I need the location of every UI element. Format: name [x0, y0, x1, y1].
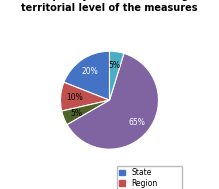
Title: % frequency of the future target
territorial level of the measures: % frequency of the future target territo…	[19, 0, 200, 13]
Wedge shape	[62, 100, 110, 125]
Wedge shape	[67, 53, 159, 149]
Legend: State, Region, Metropolitan, Local, EU: State, Region, Metropolitan, Local, EU	[117, 166, 182, 189]
Wedge shape	[64, 51, 110, 100]
Wedge shape	[110, 51, 124, 100]
Text: 5%: 5%	[109, 61, 121, 70]
Wedge shape	[60, 82, 110, 111]
Text: 10%: 10%	[66, 93, 83, 102]
Text: 5%: 5%	[71, 108, 83, 118]
Text: 65%: 65%	[129, 118, 145, 127]
Text: 20%: 20%	[81, 67, 98, 76]
